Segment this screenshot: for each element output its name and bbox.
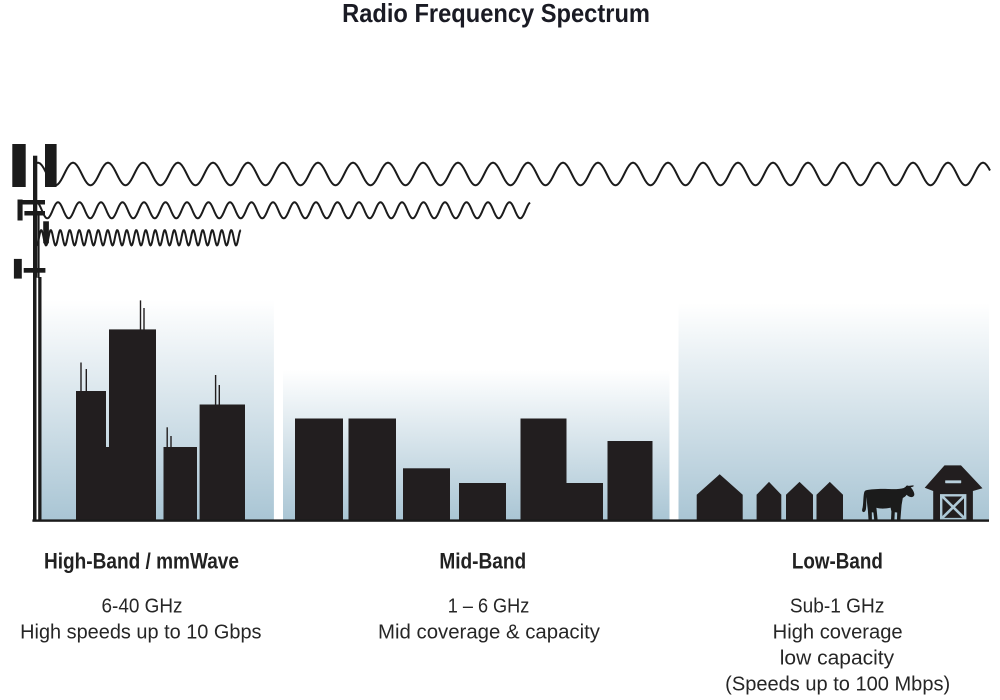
svg-text:High coverage: High coverage — [773, 622, 903, 644]
svg-text:low capacity: low capacity — [780, 647, 895, 669]
svg-text:Mid coverage & capacity: Mid coverage & capacity — [378, 622, 601, 644]
svg-text:6-40 GHz: 6-40 GHz — [102, 595, 183, 618]
svg-text:Sub-1 GHz: Sub-1 GHz — [790, 595, 884, 618]
svg-text:1 – 6 GHz: 1 – 6 GHz — [448, 596, 530, 618]
svg-text:Mid-Band: Mid-Band — [439, 549, 526, 574]
svg-text:High-Band / mmWave: High-Band / mmWave — [44, 549, 239, 574]
svg-text:(Speeds up to 100 Mbps): (Speeds up to 100 Mbps) — [725, 674, 950, 696]
svg-text:Low-Band: Low-Band — [792, 549, 883, 574]
svg-text:High speeds up to 10 Gbps: High speeds up to 10 Gbps — [20, 621, 261, 643]
svg-text:Radio Frequency Spectrum: Radio Frequency Spectrum — [342, 0, 650, 28]
